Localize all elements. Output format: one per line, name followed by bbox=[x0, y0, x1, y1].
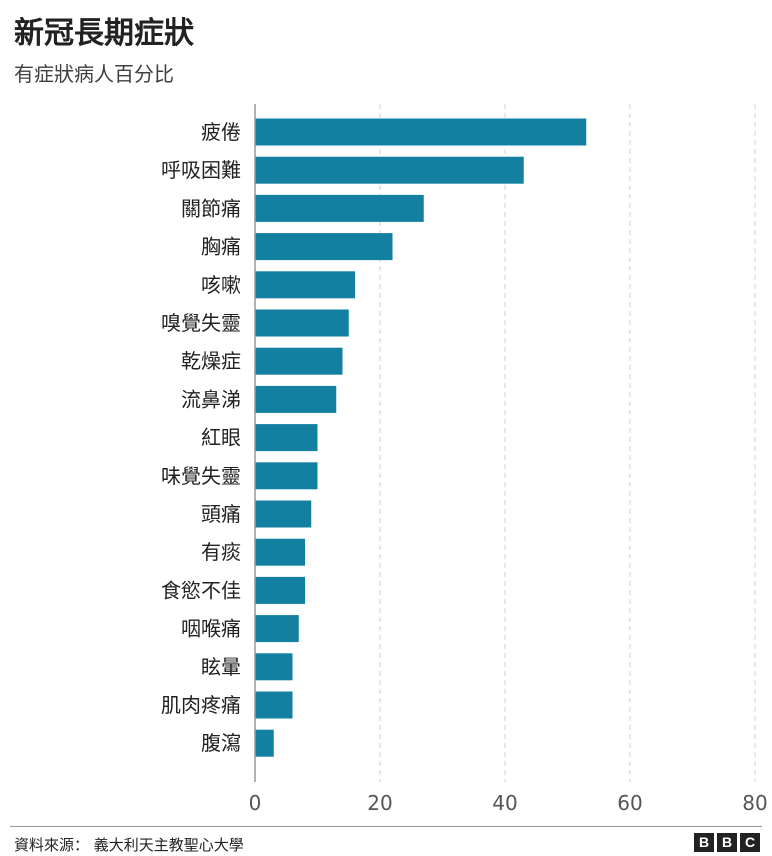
bar bbox=[255, 347, 343, 375]
x-tick-label: 0 bbox=[249, 791, 262, 815]
category-label: 咽喉痛 bbox=[181, 617, 241, 641]
x-tick-label: 20 bbox=[367, 791, 392, 815]
category-label: 胸痛 bbox=[201, 235, 241, 259]
category-label: 紅眼 bbox=[201, 426, 241, 450]
category-label: 味覺失靈 bbox=[161, 464, 241, 488]
chart-subtitle: 有症狀病人百分比 bbox=[14, 62, 174, 86]
category-label: 疲倦 bbox=[201, 120, 241, 144]
chart-title: 新冠長期症狀 bbox=[14, 16, 194, 51]
bar bbox=[255, 118, 587, 146]
bar bbox=[255, 156, 524, 184]
category-label: 關節痛 bbox=[181, 196, 241, 220]
bar-chart: 疲倦呼吸困難關節痛胸痛咳嗽嗅覺失靈乾燥症流鼻涕紅眼味覺失靈頭痛有痰食慾不佳咽喉痛… bbox=[161, 104, 768, 815]
bar bbox=[255, 576, 305, 604]
category-label: 有痰 bbox=[201, 540, 241, 564]
category-label: 咳嗽 bbox=[201, 273, 241, 297]
bar bbox=[255, 500, 312, 528]
bar bbox=[255, 424, 318, 452]
bar bbox=[255, 615, 299, 643]
category-label: 流鼻涕 bbox=[181, 387, 241, 411]
category-label: 眩暈 bbox=[201, 655, 241, 679]
category-label: 肌肉疼痛 bbox=[161, 693, 241, 717]
bar bbox=[255, 385, 337, 413]
bar bbox=[255, 538, 305, 566]
category-label: 頭痛 bbox=[201, 502, 241, 526]
source-note: 資料來源： 義大利天主教聖心大學 bbox=[14, 836, 244, 854]
bar bbox=[255, 653, 293, 681]
bbc-logo: B B C bbox=[694, 833, 760, 852]
bar bbox=[255, 309, 349, 337]
bar bbox=[255, 271, 355, 299]
footer-divider bbox=[10, 826, 762, 827]
bar bbox=[255, 729, 274, 757]
category-label: 乾燥症 bbox=[181, 349, 241, 373]
category-label: 嗅覺失靈 bbox=[161, 311, 241, 335]
category-label: 腹瀉 bbox=[201, 731, 241, 755]
category-label: 食慾不佳 bbox=[161, 578, 241, 602]
x-tick-label: 60 bbox=[617, 791, 642, 815]
bar bbox=[255, 691, 293, 719]
logo-letter: C bbox=[740, 833, 760, 852]
category-label: 呼吸困難 bbox=[161, 158, 241, 182]
x-tick-label: 80 bbox=[742, 791, 767, 815]
bar bbox=[255, 233, 393, 261]
logo-letter: B bbox=[694, 833, 714, 852]
bar bbox=[255, 462, 318, 490]
logo-letter: B bbox=[717, 833, 737, 852]
bar bbox=[255, 194, 424, 222]
x-tick-label: 40 bbox=[492, 791, 517, 815]
